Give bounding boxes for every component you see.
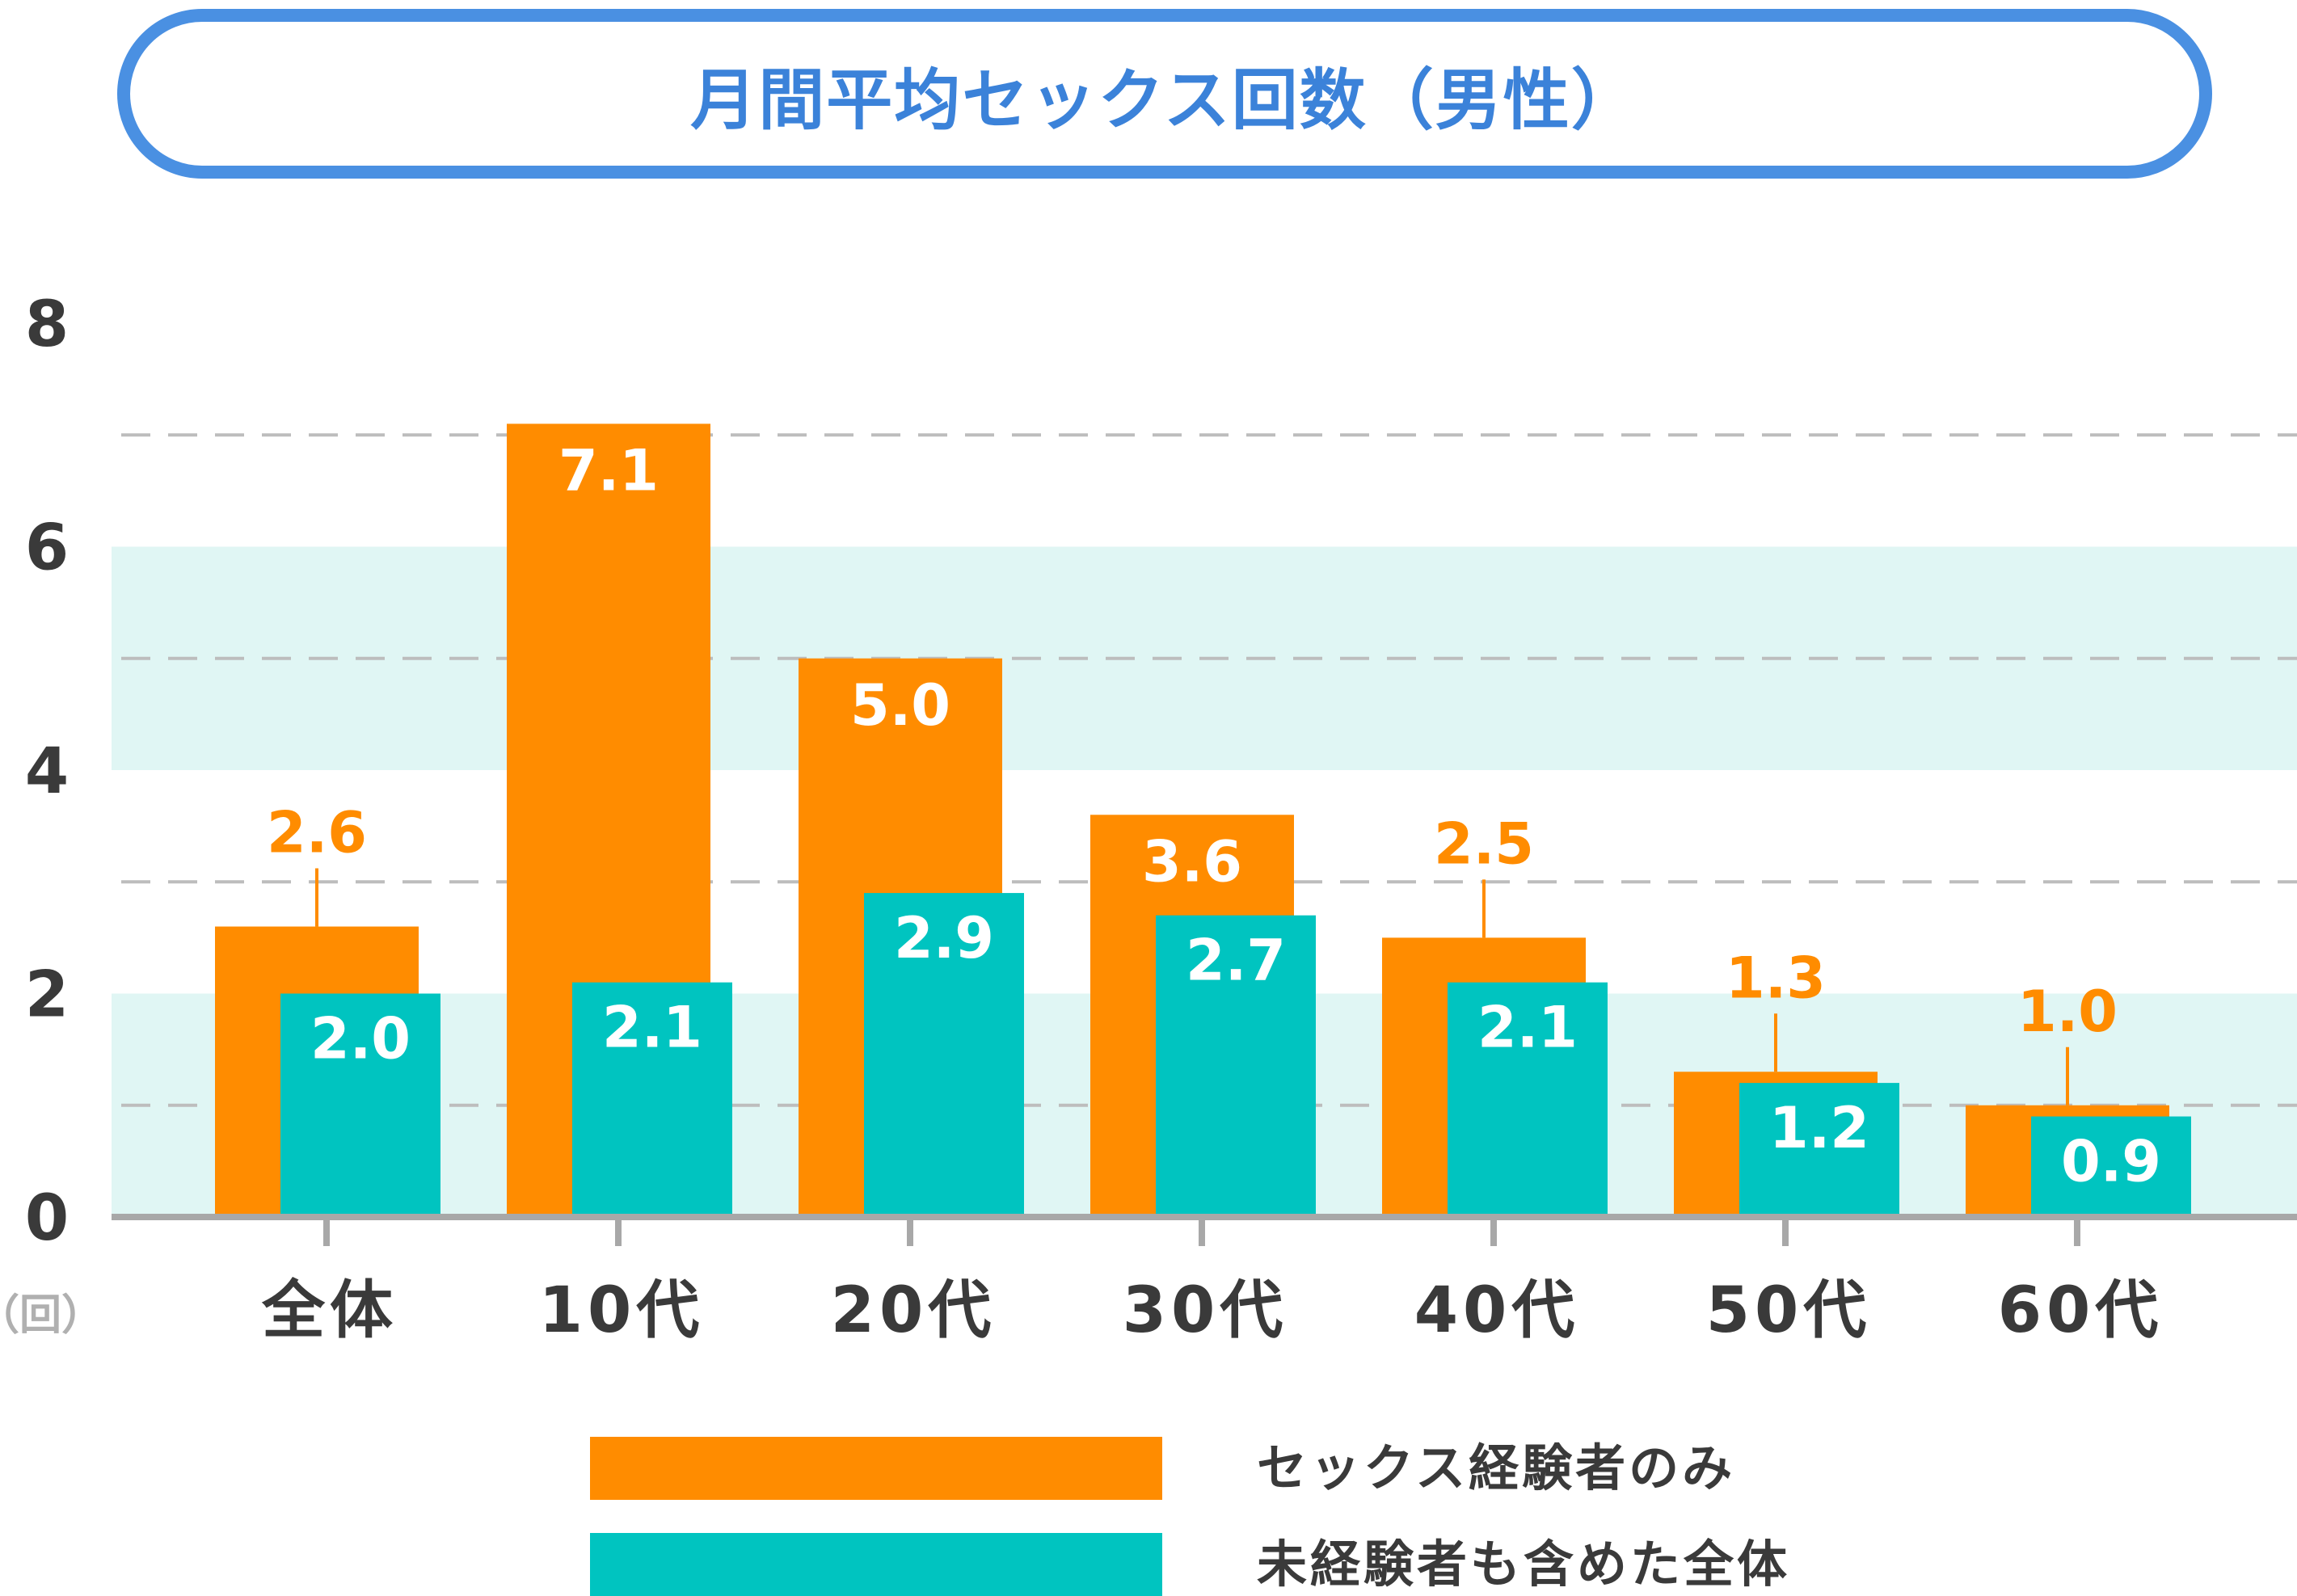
data-label-experienced-2: 5.0 [850, 672, 950, 739]
x-tick-label-6: 60代 [1998, 1274, 2164, 1347]
data-label-experienced-1: 7.1 [558, 437, 659, 503]
legend-label-all: 未経験者も含めた全体 [1257, 1535, 1791, 1594]
data-label-all-1: 2.1 [602, 995, 702, 1061]
x-tick-label-5: 50代 [1706, 1274, 1872, 1347]
data-label-experienced-5: 1.3 [1726, 945, 1826, 1011]
bar-all-5 [1739, 1083, 1899, 1217]
x-tick-label-4: 40代 [1414, 1274, 1580, 1347]
data-label-experienced-3: 3.6 [1142, 828, 1242, 895]
y-tick-label-0: 0 [25, 1182, 69, 1255]
data-label-all-2: 2.9 [894, 905, 994, 971]
chart-title: 月間平均セックス回数（男性） [690, 61, 1639, 139]
chart-title-box: 月間平均セックス回数（男性） [117, 9, 2212, 179]
data-label-all-0: 2.0 [310, 1006, 411, 1072]
y-tick-label-8: 8 [25, 288, 69, 361]
x-tick-label-3: 30代 [1123, 1274, 1288, 1347]
data-label-experienced-0: 2.6 [267, 800, 367, 866]
x-tick-label-2: 20代 [831, 1274, 997, 1347]
legend-swatch-all [590, 1533, 1162, 1596]
data-label-all-4: 2.1 [1477, 995, 1578, 1061]
bar-all-0 [280, 993, 440, 1217]
y-tick-label-2: 2 [25, 959, 69, 1032]
bar-all-2 [864, 893, 1024, 1217]
legend-swatch-experienced [590, 1437, 1162, 1500]
data-label-experienced-4: 2.5 [1434, 811, 1534, 877]
bar-all-3 [1156, 915, 1316, 1217]
legend-label-experienced: セックス経験者のみ [1257, 1438, 1736, 1497]
y-tick-label-6: 6 [25, 512, 69, 585]
x-tick-label-0: 全体 [261, 1274, 398, 1347]
data-label-all-3: 2.7 [1186, 928, 1286, 994]
y-tick-label-4: 4 [25, 735, 69, 808]
bar-all-1 [572, 982, 732, 1217]
data-label-experienced-6: 1.0 [2017, 979, 2118, 1045]
bar-all-4 [1448, 982, 1608, 1217]
data-label-all-5: 1.2 [1769, 1095, 1869, 1161]
data-label-all-6: 0.9 [2061, 1129, 2161, 1195]
bar-all-6 [2031, 1116, 2191, 1217]
unit-label: （回） [0, 1291, 103, 1340]
x-tick-label-1: 10代 [539, 1274, 705, 1347]
